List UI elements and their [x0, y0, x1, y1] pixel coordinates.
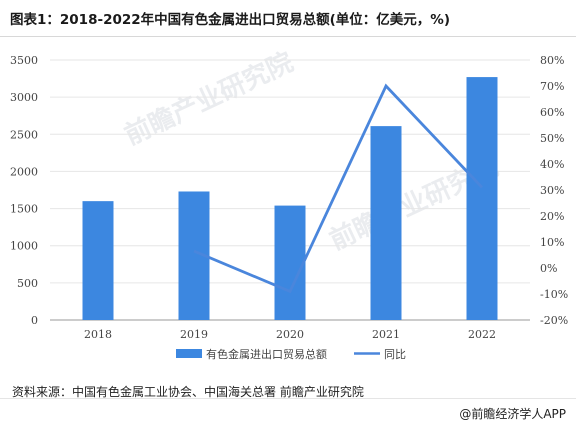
left-axis-ticks: 0 500 1000 1500 2000 2500 3000 3500	[10, 54, 38, 327]
right-tick-label: 0%	[540, 262, 557, 275]
yoy-line	[193, 83, 484, 294]
bar-2021	[370, 126, 402, 320]
right-tick-label: 60%	[540, 106, 564, 119]
right-tick-label: 70%	[540, 80, 564, 93]
right-tick-label: 10%	[540, 236, 564, 249]
right-tick-label: -10%	[540, 288, 568, 301]
watermark-layer: 前瞻产业研究院 前瞻产业研究院	[120, 46, 503, 256]
bar-line-chart: 前瞻产业研究院 前瞻产业研究院 0 500 1000 1500 2000 2500 3000…	[10, 46, 568, 361]
footer-divider	[0, 398, 576, 399]
left-tick-label: 1000	[10, 240, 38, 253]
x-tick-label: 2019	[180, 328, 208, 341]
right-axis-ticks: -20% -10% 0% 10% 20% 30% 40% 50% 60% 70% 80%	[540, 54, 568, 327]
x-tick-label: 2020	[276, 328, 304, 341]
left-tick-label: 3000	[10, 91, 38, 104]
watermark-1: 前瞻产业研究院	[120, 46, 298, 151]
left-tick-label: 0	[31, 314, 38, 327]
right-tick-label: -20%	[540, 314, 568, 327]
x-tick-label: 2022	[468, 328, 496, 341]
right-tick-label: 40%	[540, 158, 564, 171]
left-tick-label: 3500	[10, 54, 38, 67]
bar-2022	[466, 77, 498, 320]
bar-2020	[274, 205, 306, 320]
chart-title: 图表1：2018-2022年中国有色金属进出口贸易总额(单位：亿美元，%)	[10, 12, 451, 28]
x-tick-label: 2021	[372, 328, 400, 341]
x-axis-ticks: 2018 2019 2020 2021 2022	[84, 328, 496, 341]
right-tick-label: 30%	[540, 184, 564, 197]
left-tick-label: 2000	[10, 165, 38, 178]
credit-text: @前瞻经济学人APP	[459, 407, 566, 421]
left-tick-label: 500	[17, 277, 38, 290]
right-tick-label: 20%	[540, 210, 564, 223]
bar-2018	[82, 201, 114, 320]
left-tick-label: 1500	[10, 203, 38, 216]
right-tick-label: 80%	[540, 54, 564, 67]
legend-bar-swatch	[176, 349, 202, 358]
line-layer	[193, 83, 484, 294]
legend: 有色金属进出口贸易总额 同比	[176, 347, 406, 361]
right-tick-label: 50%	[540, 132, 564, 145]
legend-bar-label: 有色金属进出口贸易总额	[206, 347, 327, 361]
legend-line-label: 同比	[384, 348, 406, 361]
bars-layer	[82, 77, 498, 320]
title-divider	[0, 36, 576, 37]
left-tick-label: 2500	[10, 128, 38, 141]
x-tick-label: 2018	[84, 328, 112, 341]
source-note: 资料来源：中国有色金属工业协会、中国海关总署 前瞻产业研究院	[12, 385, 364, 399]
